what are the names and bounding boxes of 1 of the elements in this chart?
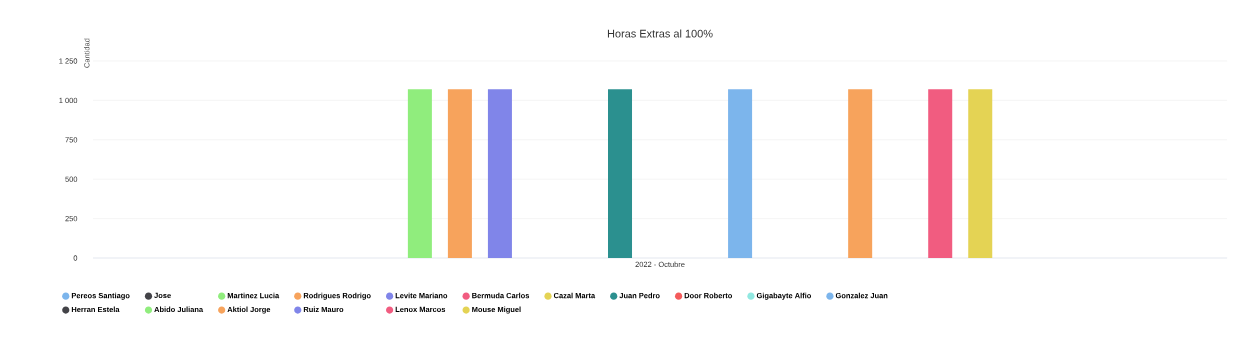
chart-title: Horas Extras al 100% bbox=[607, 29, 713, 38]
